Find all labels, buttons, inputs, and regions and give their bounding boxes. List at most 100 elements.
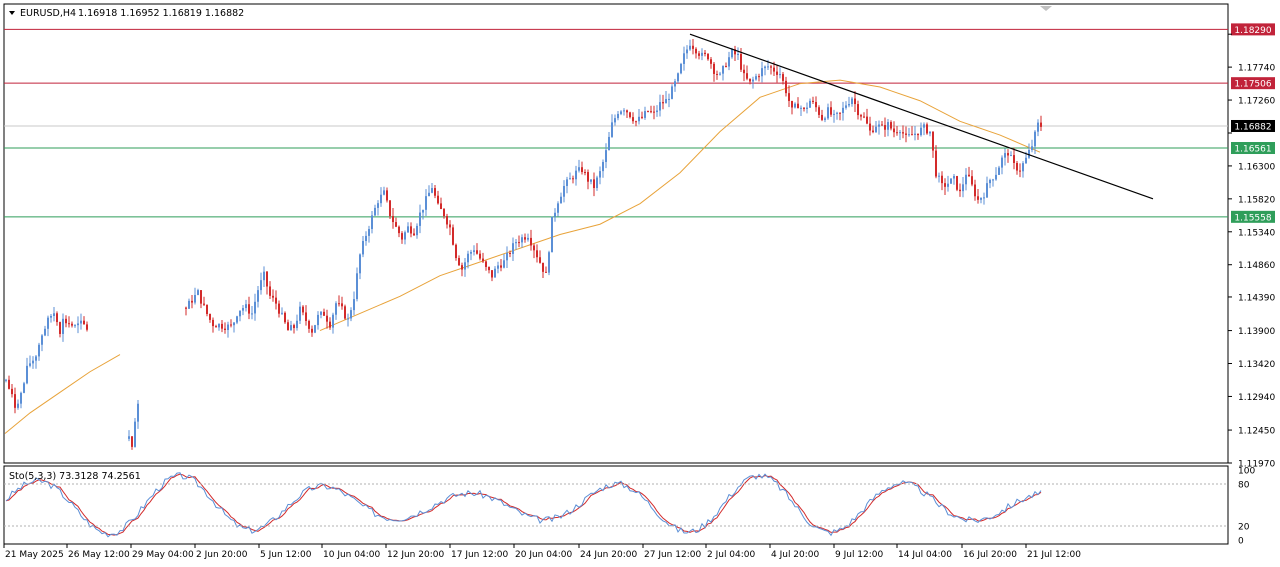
candle: [851, 96, 853, 107]
candle: [677, 72, 679, 83]
y-tick-label: 1.14390: [1238, 293, 1275, 303]
candle: [80, 313, 82, 330]
candle: [86, 321, 88, 332]
level-tag: [1231, 77, 1275, 90]
candle: [689, 39, 691, 51]
candle: [1031, 139, 1033, 153]
candle: [203, 296, 205, 307]
y-tick-label: 1.12940: [1238, 393, 1275, 403]
candle: [842, 101, 844, 121]
candle: [902, 125, 904, 139]
candle: [977, 188, 979, 204]
candle: [338, 295, 340, 307]
y-tick-label: 1.13420: [1238, 360, 1275, 370]
candle: [800, 105, 802, 116]
candle: [233, 321, 235, 333]
level-tag-text: 1.15558: [1234, 213, 1271, 223]
candle: [128, 430, 130, 442]
y-tick-label: 1.14860: [1238, 261, 1275, 271]
candle: [1040, 115, 1042, 132]
candle: [251, 305, 253, 320]
candle: [542, 262, 544, 278]
candle: [881, 120, 883, 126]
candle: [614, 114, 616, 126]
candle: [380, 187, 382, 207]
candle: [317, 311, 319, 330]
candle: [998, 165, 1000, 175]
candle: [917, 133, 919, 140]
candle: [422, 209, 424, 220]
candle: [893, 121, 895, 138]
x-tick-label: 10 Jun 04:00: [323, 550, 380, 560]
candle: [56, 311, 58, 326]
candle: [950, 178, 952, 184]
y-tick-label: 1.16300: [1238, 162, 1275, 172]
candle: [872, 125, 874, 134]
candle: [239, 310, 241, 322]
candle: [356, 267, 358, 302]
candle: [728, 51, 730, 71]
candle: [818, 105, 820, 118]
candle: [488, 266, 490, 274]
candle: [74, 324, 76, 328]
candle: [1013, 147, 1015, 170]
moving-average-line: [319, 79, 1041, 332]
candle: [11, 384, 13, 398]
candle: [839, 112, 841, 121]
candle: [785, 76, 787, 97]
candle: [383, 186, 385, 196]
candle: [788, 85, 790, 108]
candle: [929, 131, 931, 137]
candle: [266, 271, 268, 295]
candle: [308, 319, 310, 333]
candle: [593, 172, 595, 197]
candle: [314, 324, 316, 334]
candle: [584, 169, 586, 176]
candle: [38, 342, 40, 361]
candle: [392, 208, 394, 229]
candle: [59, 321, 61, 338]
stochastic-level-label: 100: [1238, 467, 1255, 477]
candle: [743, 64, 745, 82]
candle: [323, 308, 325, 316]
candle: [812, 96, 814, 104]
candle: [563, 180, 565, 203]
candle: [656, 105, 658, 117]
y-tick-label: 1.17740: [1238, 64, 1275, 74]
candle: [590, 179, 592, 185]
candle: [725, 62, 727, 68]
candle: [515, 238, 517, 250]
x-tick-label: 17 Jun 12:00: [451, 550, 508, 560]
trendline[interactable]: [689, 33, 1154, 200]
candle: [956, 175, 958, 192]
candle: [752, 76, 754, 89]
candle: [878, 120, 880, 135]
x-tick-label: 2 Jul 04:00: [707, 550, 756, 560]
candle: [347, 313, 349, 327]
candle: [707, 53, 709, 61]
x-tick-label: 27 Jun 12:00: [644, 550, 701, 560]
candle: [779, 67, 781, 79]
y-tick-label: 1.15820: [1238, 195, 1275, 205]
stochastic-label: Sto(5,3,3) 73.3128 74.2561: [9, 471, 141, 482]
candle: [443, 208, 445, 219]
dropdown-triangle-icon[interactable]: [9, 11, 15, 15]
candle: [911, 126, 913, 136]
candle: [1028, 143, 1030, 159]
candle: [284, 311, 286, 324]
x-tick-label: 5 Jun 12:00: [260, 550, 312, 560]
candle: [857, 100, 859, 120]
chart-shift-marker-icon[interactable]: [1040, 6, 1052, 11]
candle: [875, 121, 877, 134]
candle: [737, 47, 739, 61]
candle: [344, 304, 346, 320]
candle: [1010, 151, 1012, 157]
candle: [650, 105, 652, 114]
candle: [215, 324, 217, 328]
stochastic-level-label: 0: [1238, 537, 1244, 547]
candle: [536, 244, 538, 263]
candle: [8, 375, 10, 390]
level-tag-text: 1.17506: [1234, 80, 1271, 90]
candle: [1037, 119, 1039, 137]
